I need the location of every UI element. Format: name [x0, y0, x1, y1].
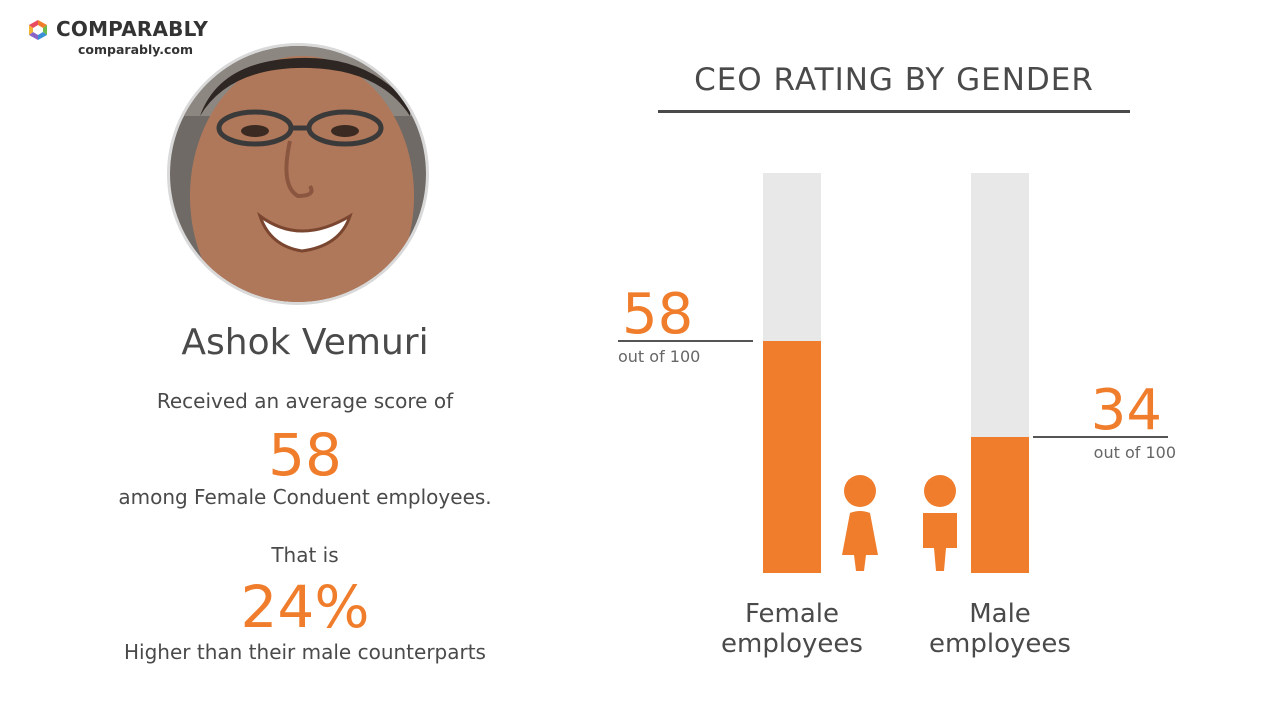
category-label: Female: [745, 599, 839, 629]
male-person-icon-body: [923, 513, 957, 571]
summary-comparison-intro: That is: [271, 543, 339, 567]
data-label-suffix: out of 100: [1094, 443, 1176, 462]
ceo-portrait-icon: [170, 46, 426, 302]
bar-fill: [763, 341, 821, 573]
summary-group: among Female Conduent employees.: [118, 485, 492, 509]
summary-score: 58: [268, 421, 342, 489]
summary-intro: Received an average score of: [156, 389, 454, 413]
female-person-icon-body: [842, 511, 878, 571]
female-person-icon: [844, 475, 876, 507]
comparably-logo[interactable]: COMPARABLY comparably.com: [24, 16, 224, 60]
ceo-portrait: [167, 43, 429, 305]
chart-title: CEO RATING BY GENDER: [694, 62, 1094, 98]
category-label: employees: [721, 629, 863, 659]
comparably-logo-icon: [29, 20, 47, 40]
category-label: employees: [929, 629, 1071, 659]
data-label-suffix: out of 100: [618, 347, 700, 366]
data-label-value: 58: [622, 282, 693, 347]
chart-title-divider: [658, 110, 1130, 113]
summary-comparison: Higher than their male counterparts: [124, 640, 486, 664]
summary-percent: 24%: [240, 573, 370, 641]
ceo-name: Ashok Vemuri: [181, 322, 429, 363]
logo-url[interactable]: comparably.com: [78, 42, 194, 57]
logo-text: COMPARABLY: [56, 17, 209, 41]
data-label-value: 34: [1091, 378, 1162, 443]
male-person-icon: [924, 475, 956, 507]
bar-fill: [971, 437, 1029, 573]
category-label: Male: [969, 599, 1031, 629]
